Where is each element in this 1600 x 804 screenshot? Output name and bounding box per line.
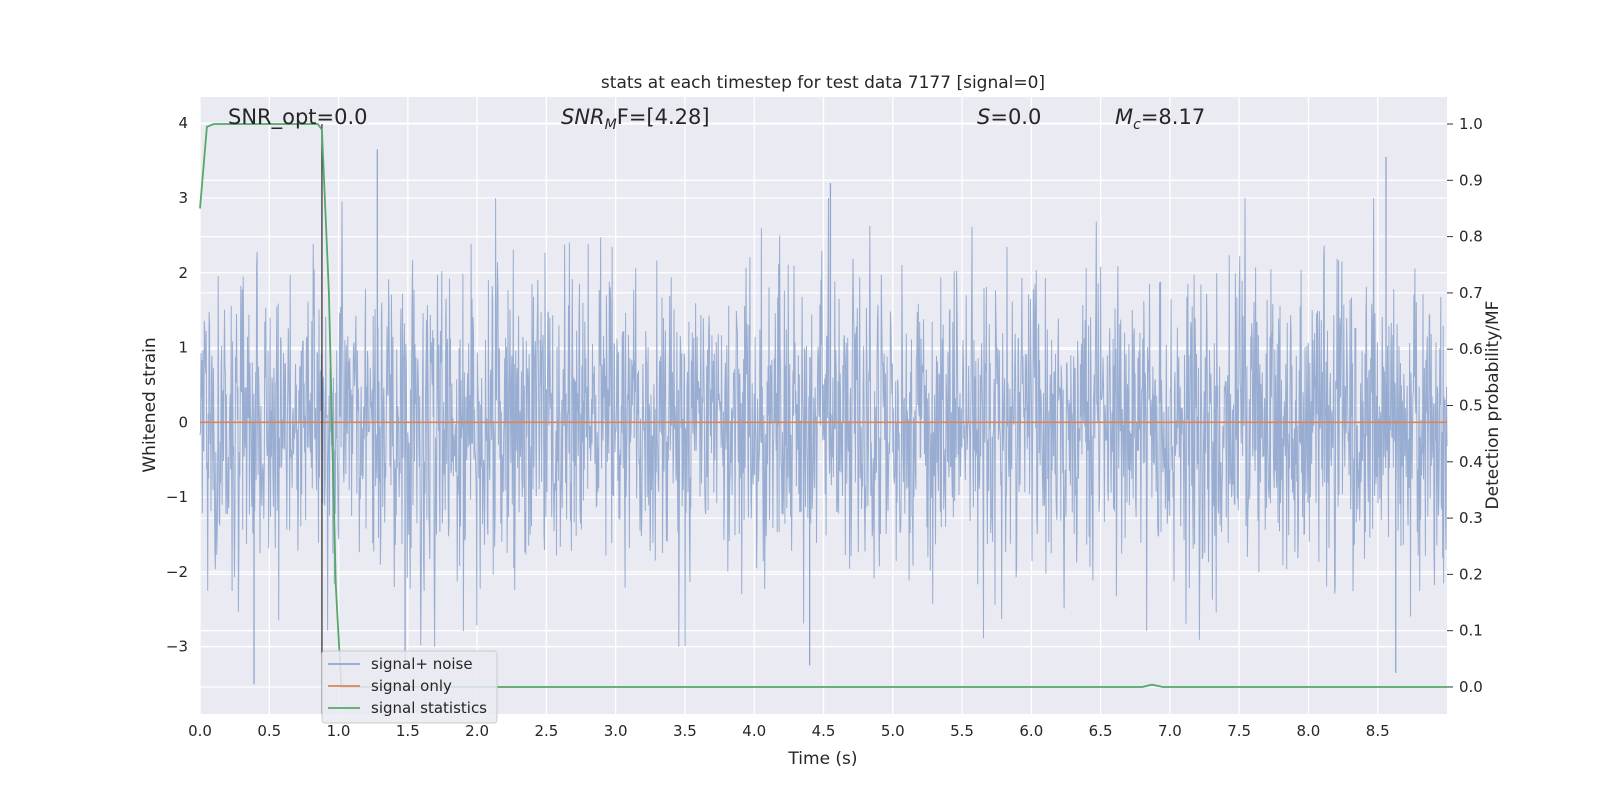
annotation-snr-opt: SNR_opt=0.0 [228, 105, 368, 130]
annotation-mc-sub: c [1133, 117, 1141, 133]
y-tick-label-right: 0.6 [1459, 340, 1483, 358]
x-tick-label: 2.5 [534, 722, 558, 740]
legend: signal+ noise signal only signal statist… [321, 650, 498, 724]
x-tick-label: 1.0 [327, 722, 351, 740]
x-tick-label: 7.0 [1158, 722, 1182, 740]
x-tick-label: 2.0 [465, 722, 489, 740]
y-tick-label-right: 0.0 [1459, 678, 1483, 696]
annotation-s-main: S [977, 105, 990, 129]
x-tick-label: 3.5 [673, 722, 697, 740]
y-tick-label-left: 3 [178, 189, 188, 207]
annotation-mc-main: M [1115, 105, 1133, 129]
annotation-mc-rest: =8.17 [1141, 105, 1205, 129]
y-tick-label-left: −3 [166, 638, 188, 656]
x-tick-label: 1.5 [396, 722, 420, 740]
legend-label-statistics: signal statistics [371, 699, 487, 717]
x-tick-label: 0.0 [188, 722, 212, 740]
x-tick-label: 0.5 [257, 722, 281, 740]
x-tick-label: 8.5 [1366, 722, 1390, 740]
x-tick-label: 6.5 [1089, 722, 1113, 740]
annotation-mc: Mc=8.17 [1115, 105, 1205, 133]
annotation-snr-mf-main: SNR [561, 105, 605, 129]
y-tick-label-right: 0.7 [1459, 284, 1483, 302]
y-tick-label-right: 0.5 [1459, 397, 1483, 415]
series-signal-statistics [199, 123, 1447, 688]
y-tick-label-left: 2 [178, 264, 188, 282]
x-tick-label: 8.0 [1297, 722, 1321, 740]
y-tick-label-right: 1.0 [1459, 115, 1483, 133]
annotation-snr-mf: SNRMF=[4.28] [561, 105, 710, 133]
y-axis-label-left: Whitened strain [140, 337, 160, 472]
x-tick-label: 5.5 [950, 722, 974, 740]
y-tick-label-left: 4 [178, 114, 188, 132]
y-tick-label-left: 0 [178, 413, 188, 431]
x-tick-label: 4.0 [742, 722, 766, 740]
legend-box [321, 650, 498, 724]
y-tick-label-right: 0.4 [1459, 453, 1483, 471]
legend-label-noise: signal+ noise [371, 655, 473, 673]
annotation-s: S=0.0 [977, 105, 1041, 129]
x-axis-label: Time (s) [787, 749, 857, 769]
noise-series-layer [199, 149, 1448, 685]
x-tick-label: 6.0 [1019, 722, 1043, 740]
x-tick-label: 5.0 [881, 722, 905, 740]
y-tick-label-right: 0.1 [1459, 622, 1483, 640]
annotation-snr-mf-sub: M [605, 117, 617, 133]
y-tick-label-right: 0.2 [1459, 565, 1483, 583]
y-axis-label-right: Detection probability/MF [1483, 301, 1503, 510]
line-series-layer [199, 123, 1447, 714]
annotation-s-rest: =0.0 [990, 105, 1041, 129]
y-tick-label-left: −2 [166, 563, 188, 581]
x-tick-label: 7.5 [1227, 722, 1251, 740]
x-tick-label: 4.5 [812, 722, 836, 740]
y-tick-label-left: −1 [166, 488, 188, 506]
x-tick-label: 3.0 [604, 722, 628, 740]
tick-labels: 0.0 0.5 1.0 1.5 2.0 2.5 3.0 3.5 4.0 4.5 5.0 5.5 6.0 6… [166, 114, 1483, 740]
legend-label-signal-only: signal only [371, 677, 452, 695]
y-tick-label-right: 0.8 [1459, 228, 1483, 246]
chart-title: stats at each timestep for test data 717… [601, 73, 1045, 93]
series-signal-noise [199, 197, 1448, 647]
y-tick-label-right: 0.9 [1459, 171, 1483, 189]
y-tick-label-left: 1 [178, 339, 188, 357]
annotation-snr-mf-rest: F=[4.28] [617, 105, 710, 129]
y-tick-label-right: 0.3 [1459, 509, 1483, 527]
